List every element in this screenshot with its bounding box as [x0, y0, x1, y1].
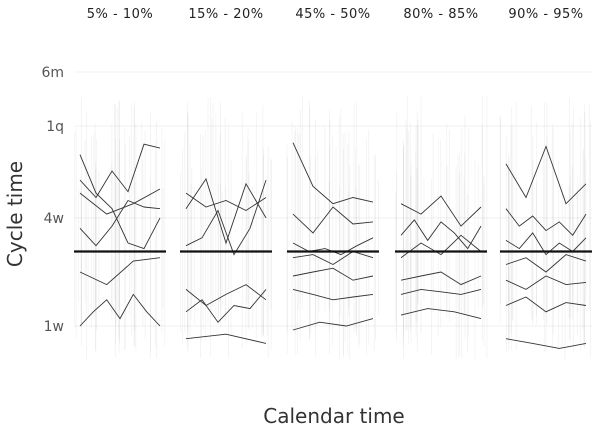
background-traces	[74, 97, 166, 360]
series-line-3	[185, 177, 267, 245]
y-tick-label-1q: 1q	[46, 119, 64, 135]
series-line-4	[505, 254, 587, 273]
series-line-1	[79, 188, 161, 215]
y-axis-title: Cycle time	[3, 161, 27, 267]
x-axis-title: Calendar time	[263, 404, 404, 428]
series-line-3	[79, 154, 161, 250]
facet-label: 45% - 50%	[295, 7, 370, 22]
series-line-5	[292, 267, 374, 281]
y-tick-label-1w: 1w	[44, 319, 64, 335]
series-line-5	[400, 288, 482, 295]
series-line-2	[505, 208, 587, 237]
series-line-1	[185, 192, 267, 212]
series-line-2	[185, 179, 267, 256]
facet-label: 5% - 10%	[87, 7, 153, 22]
panel-1	[74, 97, 166, 360]
series-line-5	[505, 275, 587, 290]
background-traces	[180, 97, 272, 359]
panel-5	[499, 97, 592, 360]
facet-labels: 5% - 10% 15% - 20% 45% - 50% 80% - 85% 90% -…	[87, 7, 583, 22]
series-line-5	[79, 257, 161, 286]
facet-label: 15% - 20%	[188, 7, 263, 22]
series-line-2	[400, 219, 482, 250]
panel-4	[394, 95, 488, 360]
background-traces	[394, 95, 488, 360]
series-line-2	[79, 199, 161, 247]
series-line-7	[292, 318, 374, 331]
y-axis-ticks: 1w 4w 1q 6m	[41, 65, 64, 335]
panel-2	[180, 97, 272, 359]
series-line-6	[400, 308, 482, 320]
facet-label: 80% - 85%	[403, 7, 478, 22]
series-line-1	[505, 145, 587, 205]
series-line-2	[292, 206, 374, 234]
series-line-4	[185, 284, 267, 307]
panel-3	[286, 95, 380, 360]
series-line-6	[292, 288, 374, 301]
series-line-4	[79, 143, 161, 199]
series-line-4	[292, 251, 374, 266]
series-line-3	[400, 234, 482, 259]
y-tick-label-4w: 4w	[44, 211, 64, 227]
series-line-6	[505, 296, 587, 313]
facet-label: 90% - 95%	[508, 7, 583, 22]
background-traces	[499, 97, 591, 360]
series-line-7	[505, 338, 587, 349]
series-line-1	[292, 142, 374, 205]
panels	[74, 95, 592, 360]
series-line-6	[185, 333, 267, 344]
series-line-5	[185, 289, 267, 323]
series-line-6	[79, 293, 161, 327]
series-line-1	[400, 195, 482, 227]
y-tick-label-6m: 6m	[41, 65, 64, 81]
series-line-4	[400, 271, 482, 286]
gridlines	[74, 71, 592, 327]
background-traces	[286, 95, 380, 360]
